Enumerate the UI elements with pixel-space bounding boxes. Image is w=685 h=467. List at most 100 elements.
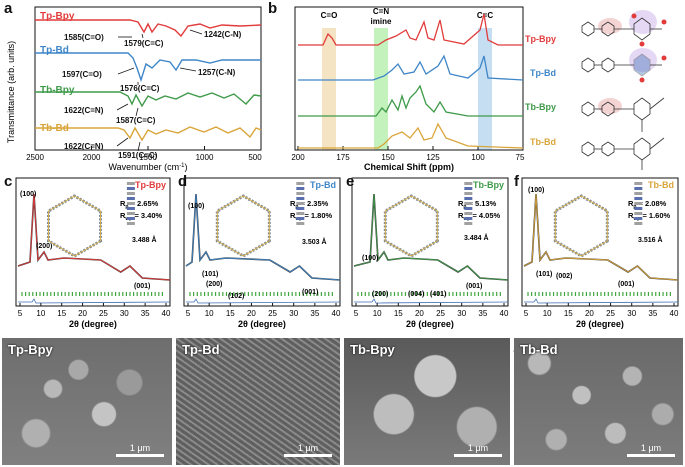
xrd-peak-label: (001) bbox=[618, 281, 634, 288]
xrd-panel-tb-bpy: 5 10 15 20 25 30 35 40 2θ (degree) (100) (200) (004… bbox=[351, 177, 509, 329]
xrd-xtick: 40 bbox=[162, 309, 171, 318]
xrd-xtick: 35 bbox=[478, 309, 487, 318]
xrd-series-label: Tb-Bpy bbox=[473, 180, 504, 190]
xrd-xtick: 35 bbox=[648, 309, 657, 318]
xrd-xtick: 15 bbox=[57, 309, 66, 318]
xrd-xtick: 20 bbox=[415, 309, 424, 318]
xrd-xtick: 30 bbox=[120, 309, 129, 318]
xrd-peak-label: (001) bbox=[134, 283, 150, 290]
framework-hexagon-outline bbox=[216, 195, 270, 257]
structure-tb-bd bbox=[581, 137, 665, 170]
panel-letter-e: e bbox=[346, 173, 355, 190]
xrd-xlabel: 2θ (degree) bbox=[406, 319, 454, 329]
xrd-difference-trace bbox=[18, 298, 171, 304]
xrd-refined-trace bbox=[523, 193, 679, 281]
xrd-peak-label: (102) bbox=[228, 293, 244, 300]
nmr-band-label-cc: C=C bbox=[477, 11, 493, 20]
stacking-layer bbox=[296, 212, 305, 215]
xrd-peak-label: (100) bbox=[20, 191, 36, 198]
stacking-layer bbox=[634, 207, 643, 210]
sem-label: Tp-Bpy bbox=[8, 342, 53, 357]
stacking-layer bbox=[464, 212, 473, 215]
stacking-layer bbox=[296, 207, 305, 210]
scale-bar: 1 μm bbox=[116, 443, 164, 457]
stacking-layer bbox=[634, 212, 643, 215]
nmr-trace-tb-bd bbox=[298, 122, 524, 149]
xrd-xtick: 15 bbox=[226, 309, 235, 318]
stacking-layer bbox=[296, 197, 305, 200]
framework-hexagon bbox=[383, 194, 439, 258]
xrd-panel-tp-bpy: 5 10 15 20 25 30 35 40 2θ (degree) (100) (200) (001… bbox=[15, 177, 171, 329]
xrd-xtick: 25 bbox=[606, 309, 615, 318]
xrd-peak-label: (200) bbox=[372, 291, 388, 298]
framework-hexagon bbox=[47, 194, 102, 258]
stacking-layer bbox=[126, 217, 135, 220]
panel-letter-d: d bbox=[178, 173, 188, 190]
sem-label: Tp-Bd bbox=[182, 342, 220, 357]
xrd-series-label: Tp-Bpy bbox=[135, 180, 166, 190]
nmr-panel: C=O C=N imine C=C 200 175 150 125 100 75… bbox=[291, 6, 667, 172]
sem-image-tb-bd: Tb-Bd 1 μm bbox=[514, 338, 683, 465]
ftir-trace-tb-bd bbox=[35, 126, 262, 142]
scale-bar: 1 μm bbox=[284, 443, 332, 457]
ftir-xtick: 1000 bbox=[196, 153, 214, 162]
stacking-layer bbox=[126, 212, 135, 215]
xrd-difference-trace bbox=[354, 298, 509, 304]
stacking-layer bbox=[464, 182, 473, 185]
nmr-band-cc bbox=[478, 28, 492, 150]
xrd-peak-label: (101) bbox=[536, 271, 552, 278]
nmr-xtick: 75 bbox=[516, 153, 525, 162]
stacking-layer bbox=[634, 197, 643, 200]
nmr-xtick: 100 bbox=[471, 153, 485, 162]
xrd-panel-tp-bd: 5 10 15 20 25 30 35 40 2θ (degree) (100) (101) (200… bbox=[183, 177, 341, 329]
xrd-refined-trace bbox=[17, 193, 171, 281]
stacking-layer bbox=[464, 202, 473, 205]
nmr-label-tb-bpy: Tb-Bpy bbox=[525, 102, 556, 112]
stacking-layer bbox=[296, 182, 305, 185]
xrd-xtick: 30 bbox=[289, 309, 298, 318]
stacking-layer bbox=[634, 192, 643, 195]
xrd-xtick: 40 bbox=[500, 309, 509, 318]
ftir-xtick: 2500 bbox=[26, 153, 44, 162]
stacking-layer bbox=[296, 202, 305, 205]
nmr-trace-tb-bpy bbox=[298, 84, 523, 117]
nmr-xtick: 200 bbox=[291, 153, 305, 162]
xrd-peak-label: (001) bbox=[302, 289, 318, 296]
nmr-band-cn bbox=[374, 28, 388, 150]
stacking-layer bbox=[296, 222, 305, 225]
xrd-xtick: 20 bbox=[585, 309, 594, 318]
nmr-label-tp-bd: Tp-Bd bbox=[530, 68, 556, 78]
sem-image-tp-bpy: Tp-Bpy 1 μm bbox=[2, 338, 172, 465]
interlayer-distance: 3.516 Å bbox=[638, 235, 663, 244]
ftir-annotation: 1585(C=O) bbox=[64, 33, 104, 42]
framework-hexagon-outline bbox=[48, 195, 101, 257]
framework-hexagon bbox=[215, 194, 271, 258]
ftir-annotation: 1576(C=C) bbox=[120, 84, 160, 93]
stacking-layer bbox=[126, 197, 135, 200]
ftir-xtick: 500 bbox=[248, 153, 262, 162]
framework-hexagon bbox=[553, 194, 609, 258]
xrd-xtick: 15 bbox=[564, 309, 573, 318]
ftir-label-tb-bd: Tb-Bd bbox=[40, 123, 69, 134]
framework-hexagon-outline bbox=[554, 195, 608, 257]
xrd-xtick: 40 bbox=[670, 309, 679, 318]
nmr-trace-tp-bpy bbox=[298, 13, 523, 46]
ftir-xtick: 2000 bbox=[83, 153, 101, 162]
ftir-ylabel: Transmittance (arb. units) bbox=[6, 41, 16, 143]
xrd-xtick: 5 bbox=[18, 309, 23, 318]
nmr-xlabel: Chemical Shift (ppm) bbox=[364, 162, 454, 172]
scale-bar: 1 μm bbox=[627, 443, 675, 457]
stacking-layer bbox=[464, 217, 473, 220]
ftir-annotation: 1622(C=N) bbox=[64, 106, 104, 115]
xrd-panel-tb-bd: 5 10 15 20 25 30 35 40 2θ (degree) (100) (101) (002… bbox=[521, 177, 679, 329]
stacking-layer bbox=[126, 192, 135, 195]
structure-tp-bd bbox=[581, 48, 667, 83]
xrd-frame bbox=[351, 177, 509, 307]
xrd-peak-label: (004) bbox=[408, 291, 424, 298]
ftir-annotation: 1579(C=C) bbox=[124, 39, 164, 48]
nmr-band-label-cn: C=N bbox=[373, 7, 389, 16]
xrd-xlabel: 2θ (degree) bbox=[69, 319, 117, 329]
stacking-layer bbox=[126, 182, 135, 185]
stacking-layer bbox=[634, 202, 643, 205]
nmr-xtick: 150 bbox=[381, 153, 395, 162]
